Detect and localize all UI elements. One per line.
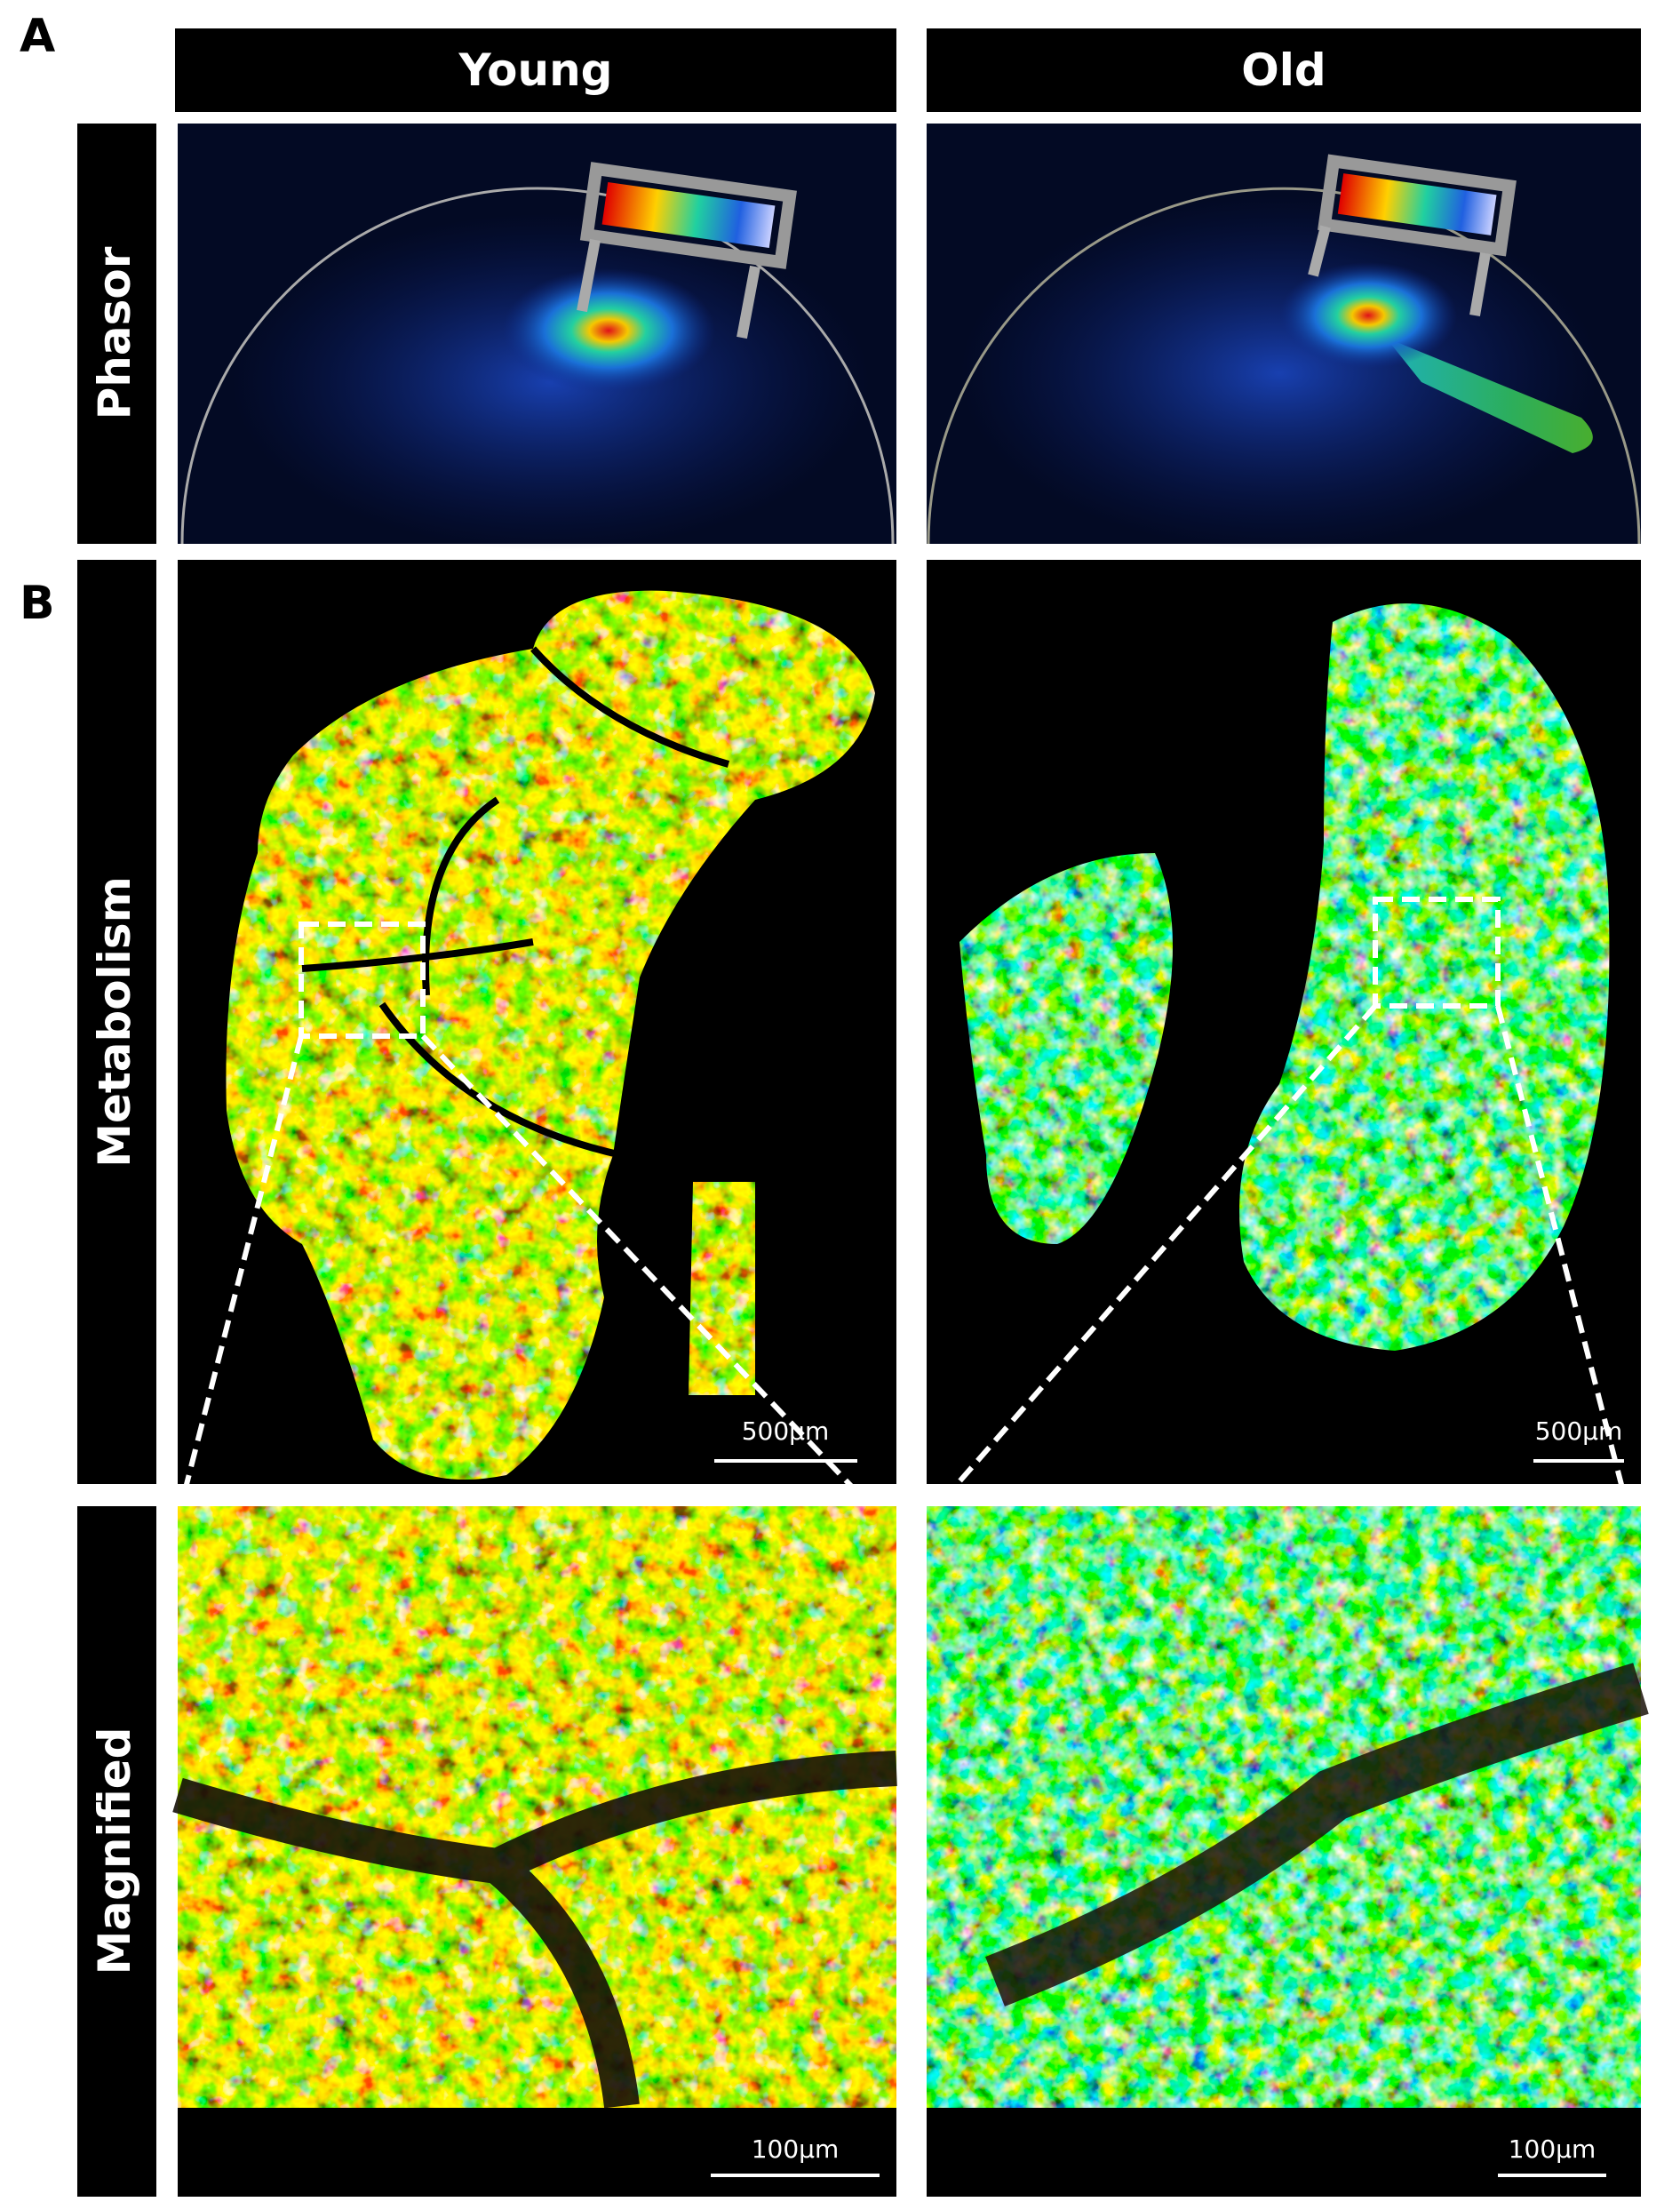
- scale-bar-label: 100µm: [752, 2134, 840, 2164]
- tissue-image: 500µm: [927, 560, 1641, 1484]
- panel-letter: A: [20, 10, 55, 63]
- row-label: Magnified: [89, 1727, 140, 1975]
- row-label: Phasor: [89, 246, 140, 419]
- row-label-bg: [77, 124, 156, 544]
- scale-bar-label: 500µm: [742, 1416, 830, 1446]
- row-label-bg: [77, 560, 156, 1484]
- column-header: Young: [458, 44, 613, 96]
- column-header: Old: [1241, 44, 1326, 96]
- phasor-plot: [927, 124, 1641, 551]
- panel-letter: B: [20, 577, 55, 630]
- magnified-image: 100µm: [172, 1506, 897, 2197]
- phasor-plot: [178, 124, 896, 551]
- tissue-image: 500µm: [178, 560, 896, 1484]
- zoom-lines: [179, 1004, 1628, 1504]
- row-label: Metabolism: [89, 876, 140, 1168]
- magnified-image: 100µm: [927, 1506, 1649, 2197]
- scale-bar-label: 100µm: [1509, 2134, 1596, 2164]
- column-header-bg: [927, 28, 1641, 112]
- row-label-bg: [77, 1506, 156, 2197]
- column-header-bg: [175, 28, 896, 112]
